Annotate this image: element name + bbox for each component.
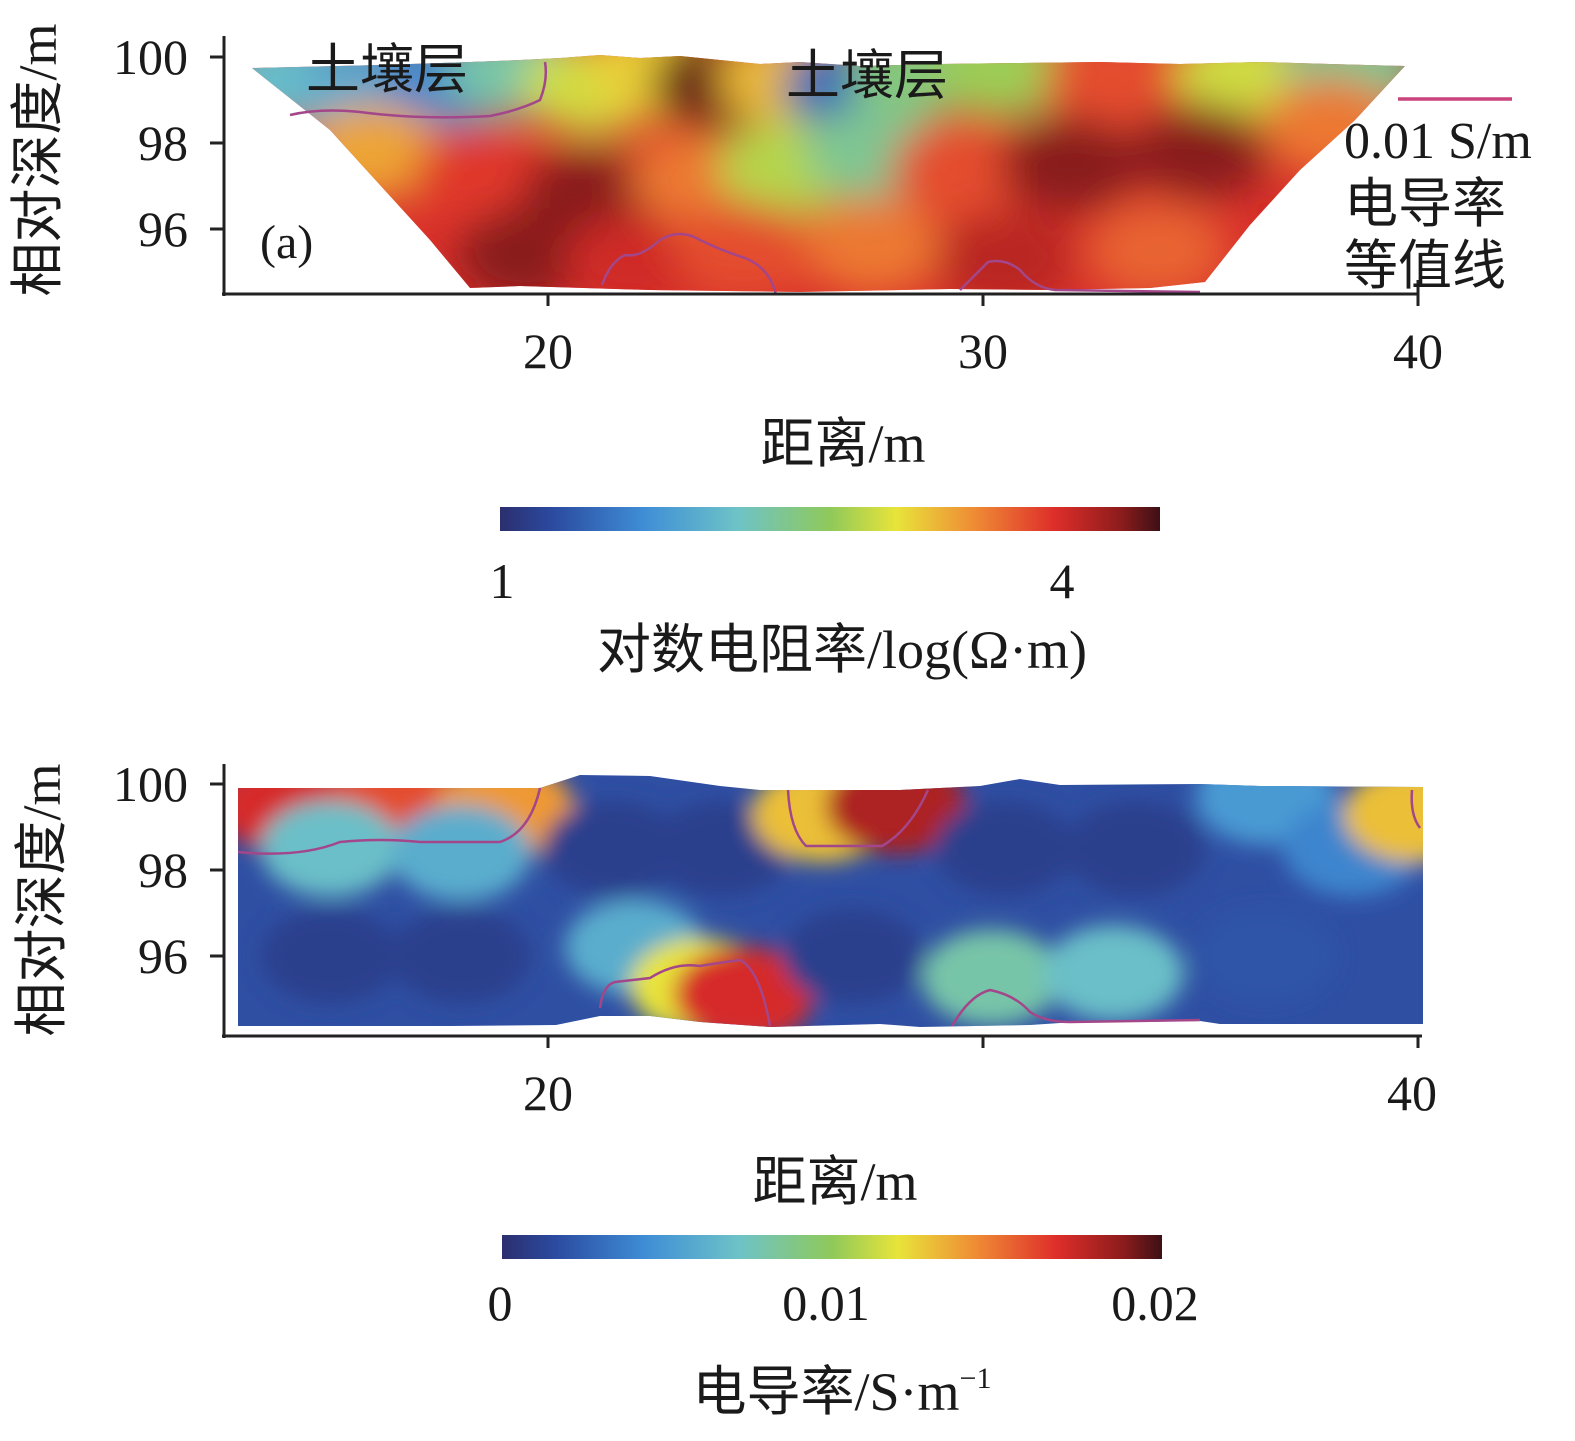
x-tick-label: 20 xyxy=(523,1065,573,1121)
legend-label: 0.01 S/m xyxy=(1344,113,1532,170)
contour-line xyxy=(237,787,542,855)
heatmap-cell xyxy=(921,929,1062,1026)
colorbar-b-bar xyxy=(502,1235,1162,1259)
heatmap-cell xyxy=(1000,116,1140,213)
heatmap-cell xyxy=(1043,55,1184,127)
y-tick-label: 98 xyxy=(138,842,188,898)
heatmap-a xyxy=(252,55,1405,292)
colorbar-tick-label: 0 xyxy=(488,1275,513,1331)
x-axis-label-b: 距离/m xyxy=(752,1152,917,1212)
heatmap-cell xyxy=(1087,202,1227,292)
contour-line xyxy=(959,259,1201,294)
heatmap-cell xyxy=(565,215,705,292)
panel-b: 100 98 96 20 40 相对深度/m 距离/m 0 0.01 0.02 … xyxy=(12,756,1437,1422)
heatmap-cell xyxy=(412,129,553,226)
x-tick-label: 20 xyxy=(523,323,573,379)
colorbar-b-label-text: 电导率/S·m xyxy=(693,1362,960,1422)
heatmap-cell xyxy=(804,198,945,292)
panel-label-a: (a) xyxy=(260,216,313,269)
y-axis-label-b: 相对深度/m xyxy=(12,763,72,1036)
colorbar-b-label: 电导率/S·m−1 xyxy=(693,1362,992,1422)
colorbar-a-bar xyxy=(500,507,1160,531)
heatmap-cell xyxy=(782,908,923,1004)
contour-line xyxy=(1410,789,1422,829)
heatmap-cell xyxy=(1065,800,1206,897)
x-axis-label-a: 距离/m xyxy=(760,414,925,474)
colorbar-tick-label: 0.02 xyxy=(1111,1275,1199,1331)
heatmap-b xyxy=(238,775,1423,1027)
contour-lines-b xyxy=(237,787,1422,1027)
y-tick-label: 96 xyxy=(138,928,188,984)
contour-line xyxy=(598,958,772,1027)
heatmap-cell xyxy=(673,946,814,1027)
contour-line xyxy=(600,232,778,296)
x-tick-label: 30 xyxy=(958,323,1008,379)
colorbar-tick-label: 0.01 xyxy=(782,1275,870,1331)
colorbar-a: 1 4 对数电阻率/log(Ω·m) xyxy=(490,507,1160,680)
y-tick-label: 96 xyxy=(138,201,188,257)
colorbar-tick-label: 1 xyxy=(490,553,515,609)
heatmap-cell xyxy=(934,55,1075,118)
heatmap-cell xyxy=(1130,103,1271,200)
y-tick-label: 100 xyxy=(113,756,188,812)
axes-a xyxy=(210,36,1420,306)
colorbar-b-label-exponent: −1 xyxy=(960,1362,992,1395)
y-axis-label-a: 相对深度/m xyxy=(8,23,68,296)
colorbar-b: 0 0.01 0.02 电导率/S·m−1 xyxy=(488,1235,1199,1422)
heatmap-cell xyxy=(456,206,597,292)
contour-line xyxy=(950,988,1201,1027)
legend-label: 等值线 xyxy=(1344,236,1506,296)
heatmap-cell xyxy=(391,908,531,1004)
x-tick-label: 40 xyxy=(1387,1065,1437,1121)
annotation-soil-layer: 土壤层 xyxy=(786,46,948,106)
heatmap-cell xyxy=(934,800,1075,897)
heatmap-cell xyxy=(391,804,531,901)
x-tick-label: 40 xyxy=(1393,323,1443,379)
colorbar-a-label: 对数电阻率/log(Ω·m) xyxy=(597,620,1087,680)
legend-label: 电导率 xyxy=(1344,174,1506,234)
heatmap-cell xyxy=(934,211,1075,292)
heatmap-cell xyxy=(891,120,1032,217)
heatmap-cell xyxy=(1195,908,1336,1004)
contour-line xyxy=(289,61,548,119)
y-tick-label: 100 xyxy=(113,29,188,85)
panel-a: 100 98 96 20 30 40 相对深度/m 距离/m (a) 土壤层 土… xyxy=(8,23,1532,680)
colorbar-tick-label: 4 xyxy=(1050,553,1075,609)
contour-lines-a xyxy=(289,61,1201,296)
legend-a: 0.01 S/m 电导率 等值线 xyxy=(1344,97,1532,296)
heatmap-cell xyxy=(260,800,401,897)
annotation-soil-layer: 土壤层 xyxy=(306,40,468,100)
axes-b xyxy=(210,764,1422,1048)
heatmap-cell xyxy=(673,202,814,292)
y-tick-label: 98 xyxy=(138,115,188,171)
contour-line xyxy=(786,789,930,848)
heatmap-cell xyxy=(543,800,684,897)
heatmap-cell xyxy=(1043,925,1184,1022)
heatmap-cell xyxy=(260,908,401,1004)
